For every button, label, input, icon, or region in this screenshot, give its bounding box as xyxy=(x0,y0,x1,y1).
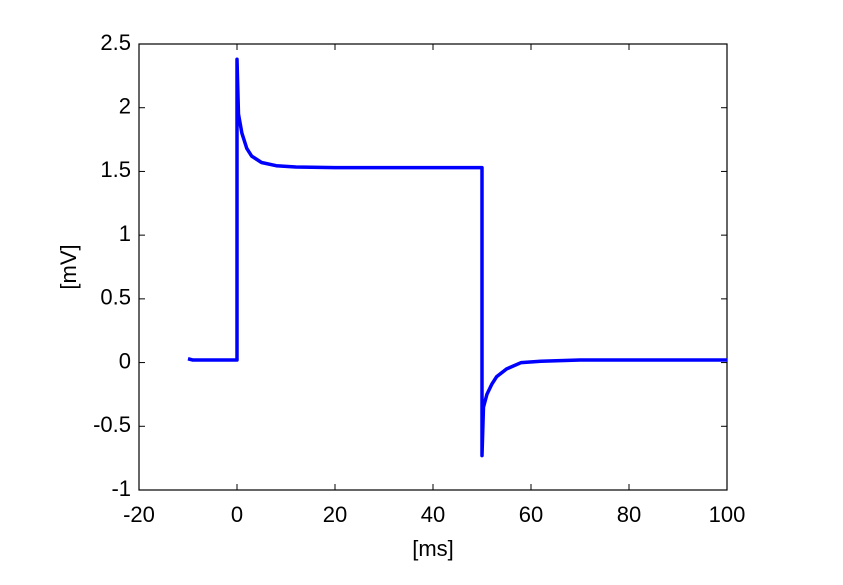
x-tick-label: 40 xyxy=(421,502,445,527)
plot-frame xyxy=(138,43,728,491)
y-tick-label: 0.5 xyxy=(100,285,131,310)
y-tick-label: 2 xyxy=(119,94,131,119)
x-tick-label: 20 xyxy=(323,502,347,527)
y-axis-label: [mV] xyxy=(56,244,81,289)
x-tick-label: 60 xyxy=(519,502,543,527)
x-tick-label: 100 xyxy=(709,502,746,527)
x-tick-label: 0 xyxy=(231,502,243,527)
line-series xyxy=(187,57,727,458)
x-axis-label: [ms] xyxy=(412,536,454,561)
y-tick-label: 2.5 xyxy=(100,30,131,55)
x-tick-label: -20 xyxy=(123,502,155,527)
y-tick-label: 0 xyxy=(119,348,131,373)
x-tick-label: 80 xyxy=(617,502,641,527)
y-tick-label: 1 xyxy=(119,221,131,246)
y-tick-label: -0.5 xyxy=(93,412,131,437)
y-tick-label: -1 xyxy=(111,476,131,501)
y-tick-label: 1.5 xyxy=(100,157,131,182)
